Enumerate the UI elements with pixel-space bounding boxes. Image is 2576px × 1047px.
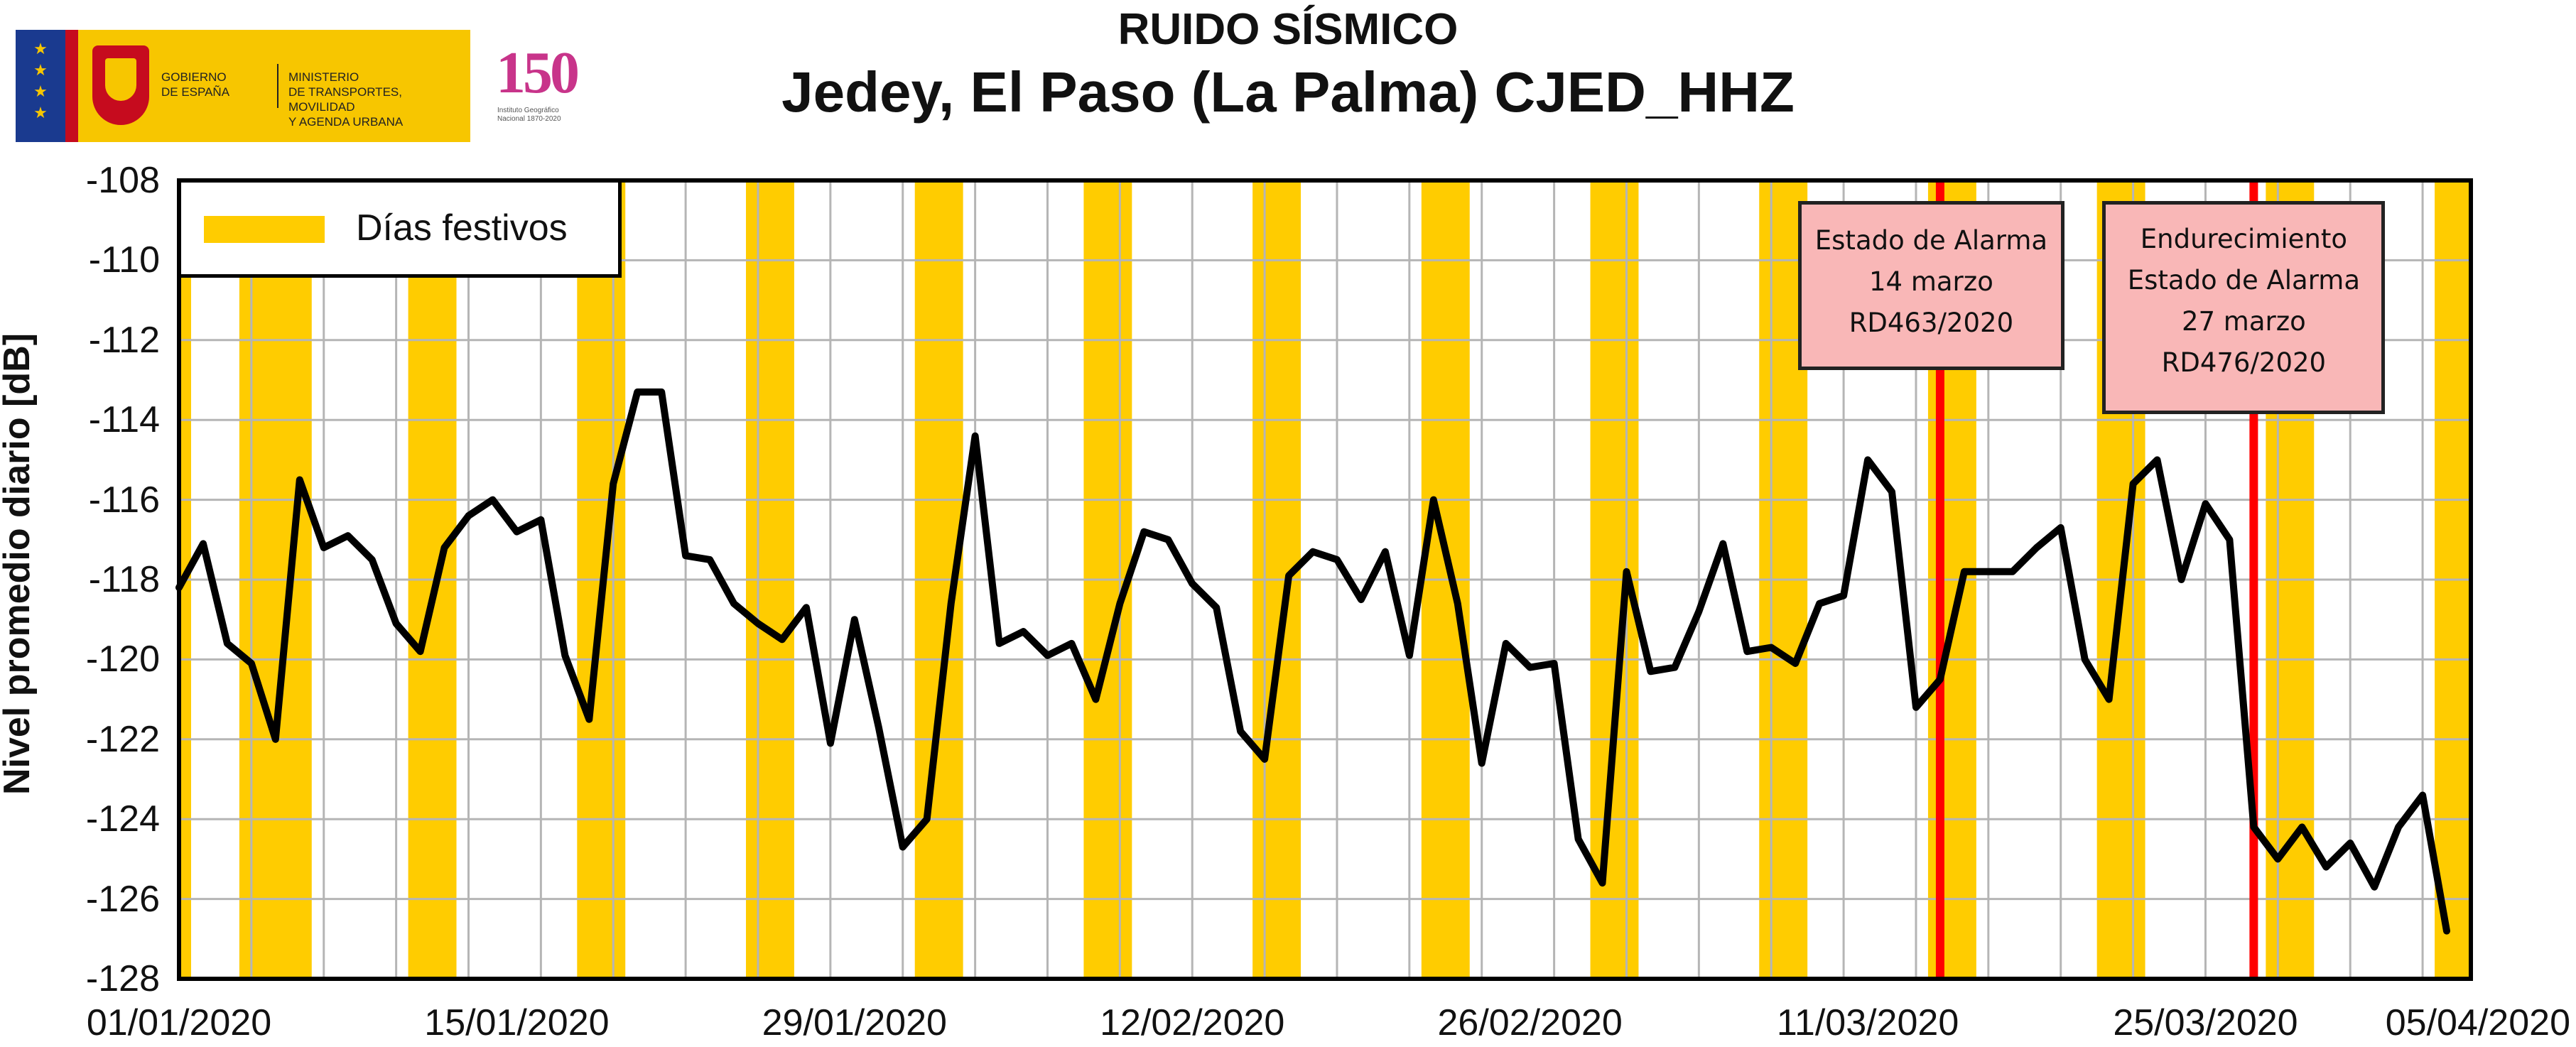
gobierno-text: GOBIERNO DE ESPAÑA (161, 70, 229, 99)
logo-divider (277, 64, 278, 108)
ministerio-text: MINISTERIO DE TRANSPORTES, MOVILIDAD Y A… (288, 70, 470, 129)
gobierno-line: GOBIERNO (161, 70, 227, 84)
x-tick-label: 29/01/2020 (762, 1002, 947, 1043)
coat-of-arms-icon (92, 45, 149, 125)
y-tick-label: -118 (88, 559, 160, 600)
series-line (175, 388, 2450, 935)
x-tick-label: 26/02/2020 (1437, 1002, 1623, 1043)
y-tick-label: -128 (85, 958, 160, 999)
legend-label-holidays: Días festivos (356, 207, 568, 249)
ign-caption-line: Nacional 1870-2020 (497, 115, 561, 123)
annotation-line: Endurecimiento (2140, 224, 2347, 254)
annotation-estado-alarma: Estado de Alarma 14 marzo RD463/2020 (1797, 201, 2064, 370)
x-tick-label: 15/01/2020 (424, 1002, 610, 1043)
x-tick-label: 05/04/2020 (2385, 1002, 2570, 1043)
gobierno-line: DE ESPAÑA (161, 85, 230, 99)
annotation-line: 14 marzo (1869, 266, 1993, 297)
x-tick-label: 12/02/2020 (1100, 1002, 1285, 1043)
annotation-endurecimiento: Endurecimiento Estado de Alarma 27 marzo… (2102, 201, 2386, 414)
annotation-line: RD463/2020 (1849, 308, 2014, 338)
ministerio-line: DE TRANSPORTES, MOVILIDAD (288, 85, 402, 114)
x-tick-label: 11/03/2020 (1776, 1002, 1959, 1043)
y-tick-label: -116 (88, 479, 160, 521)
y-tick-label: -122 (85, 718, 160, 760)
chart-title: RUIDO SÍSMICO (1117, 5, 1459, 54)
ministerio-line: MINISTERIO (288, 70, 359, 84)
annotation-line: Estado de Alarma (1814, 225, 2048, 256)
y-tick-label: -112 (88, 319, 160, 361)
header: ★ ★ ★ ★ GOBIERNO DE ESPAÑA MINISTERIO DE TR… (0, 0, 2576, 163)
x-tick-label: 01/01/2020 (86, 1002, 272, 1043)
eu-flag-icon (16, 30, 65, 142)
gobierno-espana-logo: ★ ★ ★ ★ GOBIERNO DE ESPAÑA MINISTERIO DE TR… (16, 30, 470, 142)
legend-swatch-holidays (204, 216, 325, 243)
chart-subtitle: Jedey, El Paso (La Palma) CJED_HHZ (781, 60, 1795, 124)
y-tick-label: -126 (85, 878, 160, 920)
annotation-line: RD476/2020 (2161, 347, 2327, 378)
annotation-line: 27 marzo (2181, 306, 2306, 337)
annotation-line: Estado de Alarma (2127, 265, 2361, 295)
ign-150-logo: 150 Instituto Geográfico Nacional 1870-2… (496, 41, 580, 132)
y-tick-label: -110 (88, 239, 160, 281)
eu-stars-icon: ★ ★ ★ ★ (33, 40, 48, 121)
ign-150-number: 150 (496, 40, 580, 106)
y-tick-label: -124 (85, 798, 160, 840)
y-tick-label: -114 (88, 399, 160, 441)
y-tick-label: -108 (85, 160, 160, 201)
legend: Días festivos (181, 183, 622, 278)
y-tick-label: -120 (85, 639, 160, 680)
x-tick-label: 25/03/2020 (2113, 1002, 2298, 1043)
spain-flag-stripe-icon (65, 30, 78, 142)
ministerio-line: Y AGENDA URBANA (288, 115, 404, 129)
ign-caption: Instituto Geográfico Nacional 1870-2020 (497, 107, 561, 124)
ign-caption-line: Instituto Geográfico (497, 107, 559, 114)
